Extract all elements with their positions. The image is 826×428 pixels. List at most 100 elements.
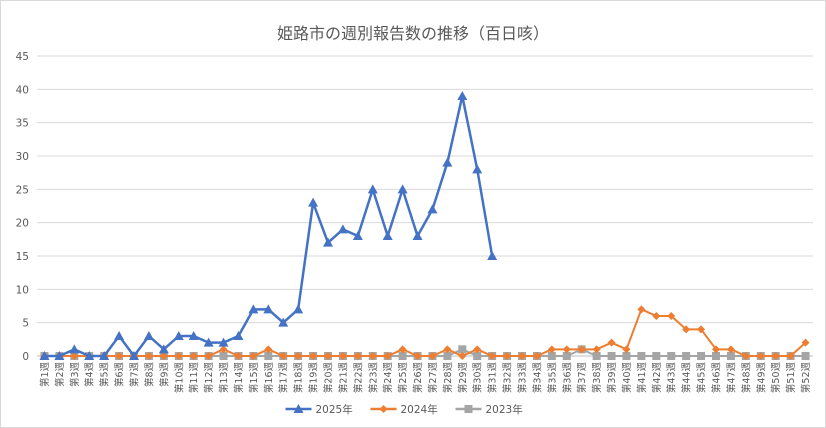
x-tick-label-30: 第30週 xyxy=(472,362,484,394)
data-point-2024年-25 xyxy=(398,345,407,354)
data-point-2023年-47 xyxy=(726,352,735,360)
x-tick-label-34: 第34週 xyxy=(531,362,543,394)
x-tick-label-26: 第26週 xyxy=(412,362,424,394)
data-point-2024年-16 xyxy=(264,345,273,354)
data-point-2025年-11 xyxy=(188,331,199,340)
data-point-2025年-26 xyxy=(412,231,423,240)
data-point-2025年-15 xyxy=(248,304,259,314)
data-point-2024年-15 xyxy=(249,352,258,360)
data-point-2025年-19 xyxy=(308,197,319,207)
legend-label-2023年: 2023年 xyxy=(486,403,523,416)
data-point-2024年-50 xyxy=(771,352,780,360)
data-point-2023年-46 xyxy=(712,352,720,360)
data-point-2024年-12 xyxy=(204,352,213,360)
x-tick-label-35: 第35週 xyxy=(546,362,558,394)
data-point-2025年-29 xyxy=(457,91,468,100)
x-tick-label-10: 第10週 xyxy=(173,362,185,394)
data-point-2024年-51 xyxy=(786,352,795,360)
x-tick-label-44: 第44週 xyxy=(681,362,693,394)
data-point-2025年-20 xyxy=(323,237,333,247)
data-point-2023年-16 xyxy=(264,352,273,360)
data-point-2024年-37 xyxy=(577,345,586,354)
data-point-2025年-2 xyxy=(54,351,65,360)
x-tick-label-50: 第50週 xyxy=(770,362,782,394)
x-tick-label-48: 第48週 xyxy=(740,362,752,394)
data-point-2025年-30 xyxy=(472,164,483,174)
data-point-2023年-35 xyxy=(547,352,556,360)
data-point-2024年-30 xyxy=(473,345,482,354)
x-tick-label-16: 第16週 xyxy=(263,362,275,394)
data-point-2024年-24 xyxy=(383,352,392,360)
data-point-2025年-22 xyxy=(352,231,363,240)
x-tick-label-21: 第21週 xyxy=(337,362,349,394)
data-point-2024年-21 xyxy=(338,352,347,360)
chart-title: 姫路市の週別報告数の推移（百日咳） xyxy=(277,24,549,43)
data-point-2023年-40 xyxy=(622,352,631,360)
data-point-2025年-13 xyxy=(218,337,229,347)
data-point-2024年-26 xyxy=(413,352,422,360)
data-point-2023年-28 xyxy=(443,352,452,360)
x-tick-label-28: 第28週 xyxy=(442,362,454,394)
data-point-2025年-28 xyxy=(442,157,453,167)
data-point-2024年-34 xyxy=(532,352,541,360)
legend-marker-2025年 xyxy=(293,404,304,413)
y-tick-label-25: 25 xyxy=(16,184,29,196)
x-tick-label-38: 第38週 xyxy=(591,362,603,394)
x-tick-label-42: 第42週 xyxy=(651,362,663,394)
x-tick-label-15: 第15週 xyxy=(248,362,260,394)
data-point-2025年-4 xyxy=(84,351,95,360)
data-point-2024年-32 xyxy=(503,352,512,360)
data-point-2024年-27 xyxy=(428,352,437,360)
x-tick-label-5: 第5週 xyxy=(99,362,111,388)
data-point-2023年-43 xyxy=(667,352,676,360)
y-tick-label-40: 40 xyxy=(16,84,29,96)
data-point-2024年-19 xyxy=(309,352,318,360)
series-line-2025年 xyxy=(44,94,494,358)
data-point-2024年-47 xyxy=(726,345,735,354)
data-point-2023年-29 xyxy=(458,345,467,354)
data-point-2025年-14 xyxy=(233,331,244,340)
data-point-2025年-9 xyxy=(158,344,169,354)
y-tick-label-0: 0 xyxy=(22,351,29,363)
y-tick-label-5: 5 xyxy=(22,318,29,330)
data-point-2023年-44 xyxy=(682,352,691,360)
x-tick-label-29: 第29週 xyxy=(457,362,469,394)
data-point-2025年-31 xyxy=(487,251,498,260)
data-point-2023年-42 xyxy=(652,352,661,360)
x-tick-label-52: 第52週 xyxy=(800,362,812,394)
data-point-2025年-25 xyxy=(397,184,408,194)
x-tick-label-37: 第37週 xyxy=(576,362,588,394)
x-tick-label-1: 第1週 xyxy=(39,362,51,388)
data-point-2023年-41 xyxy=(637,352,646,360)
legend-label-2025年: 2025年 xyxy=(316,403,353,416)
data-point-2024年-6 xyxy=(115,352,124,360)
x-tick-label-43: 第43週 xyxy=(666,362,678,394)
data-point-2023年-52 xyxy=(801,352,810,360)
data-point-2025年-23 xyxy=(367,184,378,194)
series-2025年 xyxy=(39,91,498,360)
data-point-2023年-45 xyxy=(697,352,706,360)
data-point-2024年-20 xyxy=(324,352,332,360)
data-point-2024年-14 xyxy=(234,352,243,360)
data-point-2023年-38 xyxy=(592,352,601,360)
data-point-2024年-46 xyxy=(712,345,720,354)
x-tick-label-51: 第51週 xyxy=(785,362,797,394)
data-point-2025年-27 xyxy=(427,204,438,214)
data-point-2025年-6 xyxy=(114,331,125,340)
y-tick-label-15: 15 xyxy=(16,251,29,263)
data-point-2025年-10 xyxy=(173,331,184,340)
y-tick-label-20: 20 xyxy=(16,218,29,230)
data-point-2024年-9 xyxy=(159,352,168,360)
y-tick-label-10: 10 xyxy=(16,284,29,296)
x-tick-label-32: 第32週 xyxy=(502,362,514,394)
legend-marker-2024年 xyxy=(379,405,388,413)
data-point-2025年-12 xyxy=(203,337,214,347)
data-point-2024年-17 xyxy=(279,352,288,360)
data-point-2025年-21 xyxy=(337,224,348,234)
x-tick-label-49: 第49週 xyxy=(755,362,767,394)
legend-item-2023年: 2023年 xyxy=(455,403,523,416)
data-point-2024年-49 xyxy=(756,352,765,360)
data-point-2024年-23 xyxy=(368,352,377,360)
data-point-2025年-5 xyxy=(99,351,110,360)
data-point-2023年-25 xyxy=(398,352,407,360)
